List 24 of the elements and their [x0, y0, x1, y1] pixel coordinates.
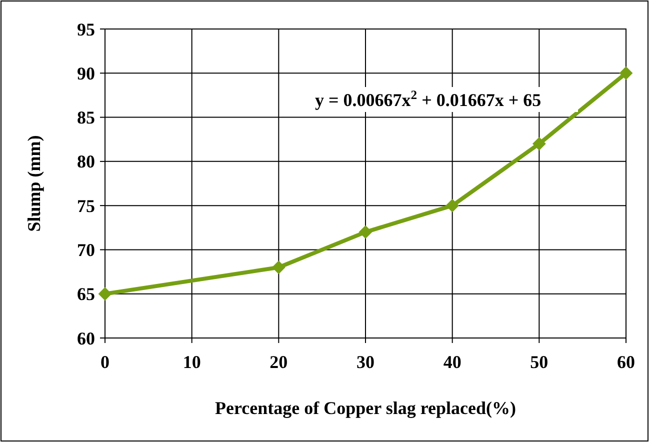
x-tick-label: 60	[617, 352, 635, 372]
y-tick-label: 65	[77, 284, 95, 304]
y-tick-label: 95	[77, 19, 95, 40]
point	[359, 226, 372, 239]
x-tick-label: 0	[100, 352, 110, 372]
point	[532, 137, 546, 150]
y-tick-label: 75	[77, 196, 95, 216]
x-tick-label: 40	[443, 352, 462, 372]
point	[272, 260, 286, 274]
y-tick-label: 90	[77, 63, 95, 84]
y-axis-title: Slump (mm)	[24, 135, 44, 232]
y-tick-label: 80	[77, 152, 95, 172]
y-tick-label: 85	[77, 108, 95, 128]
annotation: y = 0.00667x$^{2}$ + 0.01667x + 65	[315, 88, 542, 110]
point	[620, 66, 632, 80]
point	[98, 287, 112, 300]
x-axis-title: Percentage of Copper slag replaced(%)	[215, 398, 516, 418]
point	[446, 199, 459, 212]
x-tick-label: 10	[182, 352, 201, 372]
x-tick-label: 50	[530, 352, 548, 372]
y-tick-label: 60	[77, 328, 95, 348]
x-tick-label: 20	[270, 352, 288, 372]
x-tick-label: 30	[356, 352, 374, 372]
y-tick-label: 70	[77, 240, 95, 260]
